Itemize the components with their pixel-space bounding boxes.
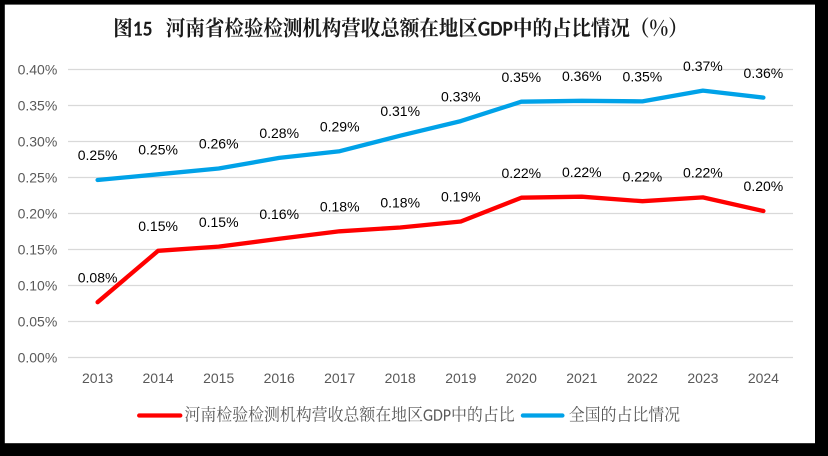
- svg-text:0.05%: 0.05%: [18, 314, 58, 330]
- svg-text:0.22%: 0.22%: [683, 165, 723, 181]
- svg-text:0.25%: 0.25%: [18, 170, 58, 186]
- svg-text:0.28%: 0.28%: [259, 125, 299, 141]
- svg-text:0.08%: 0.08%: [78, 269, 118, 285]
- svg-text:2022: 2022: [627, 370, 658, 386]
- svg-text:0.15%: 0.15%: [199, 214, 239, 230]
- svg-text:0.00%: 0.00%: [18, 350, 58, 366]
- svg-text:0.25%: 0.25%: [138, 142, 178, 158]
- svg-text:0.22%: 0.22%: [562, 164, 602, 180]
- svg-text:2014: 2014: [143, 370, 174, 386]
- svg-text:2017: 2017: [324, 370, 355, 386]
- svg-text:0.10%: 0.10%: [18, 278, 58, 294]
- svg-text:0.35%: 0.35%: [501, 69, 541, 85]
- svg-text:0.29%: 0.29%: [320, 118, 360, 134]
- svg-text:0.20%: 0.20%: [744, 178, 784, 194]
- svg-text:2023: 2023: [687, 370, 718, 386]
- svg-text:0.35%: 0.35%: [623, 69, 663, 85]
- svg-text:0.36%: 0.36%: [744, 65, 784, 81]
- svg-text:0.35%: 0.35%: [18, 98, 58, 114]
- svg-text:0.30%: 0.30%: [18, 134, 58, 150]
- svg-text:2021: 2021: [566, 370, 597, 386]
- svg-text:2018: 2018: [385, 370, 416, 386]
- svg-text:0.25%: 0.25%: [78, 147, 118, 163]
- svg-text:2019: 2019: [445, 370, 476, 386]
- svg-text:0.31%: 0.31%: [380, 103, 420, 119]
- svg-text:0.18%: 0.18%: [320, 199, 360, 215]
- svg-text:2024: 2024: [748, 370, 779, 386]
- svg-text:0.16%: 0.16%: [259, 206, 299, 222]
- svg-text:0.18%: 0.18%: [380, 195, 420, 211]
- svg-text:0.26%: 0.26%: [199, 136, 239, 152]
- svg-text:2015: 2015: [203, 370, 234, 386]
- svg-text:0.40%: 0.40%: [18, 62, 58, 78]
- svg-text:0.37%: 0.37%: [683, 58, 723, 74]
- svg-text:0.15%: 0.15%: [138, 218, 178, 234]
- svg-text:0.33%: 0.33%: [441, 88, 481, 104]
- svg-text:2016: 2016: [264, 370, 295, 386]
- svg-text:0.19%: 0.19%: [441, 189, 481, 205]
- svg-text:0.36%: 0.36%: [562, 68, 602, 84]
- svg-text:0.22%: 0.22%: [623, 168, 663, 184]
- svg-text:0.22%: 0.22%: [501, 165, 541, 181]
- svg-text:2020: 2020: [506, 370, 537, 386]
- svg-text:0.15%: 0.15%: [18, 242, 58, 258]
- svg-text:0.20%: 0.20%: [18, 206, 58, 222]
- svg-text:2013: 2013: [82, 370, 113, 386]
